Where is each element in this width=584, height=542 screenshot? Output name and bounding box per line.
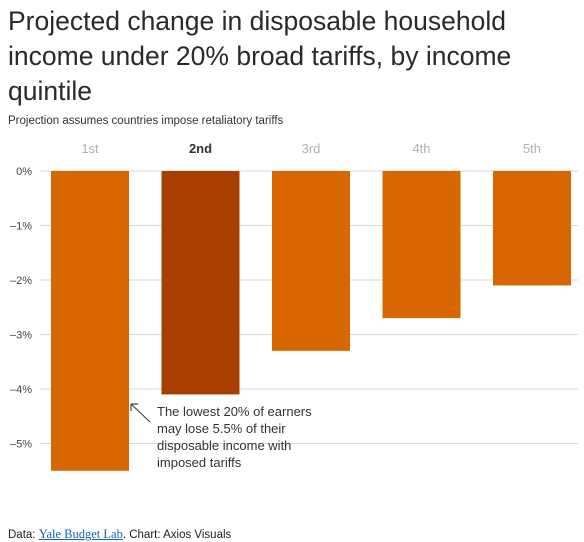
bar-chart: 0% –1% –2% –3% –4% –5% 1st 2nd 3rd 4th 5th The lo… bbox=[10, 141, 578, 471]
footer-suffix: . Chart: Axios Visuals bbox=[122, 529, 232, 541]
y-tick-label: –3% bbox=[10, 330, 32, 342]
chart-subtitle: Projection assumes countries impose reta… bbox=[8, 115, 284, 127]
chart-footer: Data: Yale Budget Lab. Chart: Axios Visu… bbox=[8, 527, 231, 542]
bar-4th bbox=[382, 171, 461, 319]
annotation-text-line: may lose 5.5% of their bbox=[157, 421, 286, 436]
bar-3rd bbox=[272, 171, 350, 351]
annotation-arrowhead bbox=[130, 403, 138, 411]
bar-1st bbox=[51, 171, 129, 471]
category-label: 4th bbox=[412, 141, 430, 156]
y-tick-label: –5% bbox=[10, 439, 32, 451]
bar-5th bbox=[493, 171, 571, 286]
y-axis-ticks: 0% –1% –2% –3% –4% –5% bbox=[10, 166, 32, 451]
category-labels: 1st 2nd 3rd 4th 5th bbox=[81, 141, 541, 156]
source-link[interactable]: Yale Budget Lab bbox=[38, 527, 123, 541]
category-label: 2nd bbox=[189, 141, 212, 156]
y-tick-label: 0% bbox=[16, 166, 32, 178]
category-label: 3rd bbox=[302, 141, 321, 156]
bar-2nd bbox=[161, 171, 240, 395]
y-tick-label: –2% bbox=[10, 275, 32, 287]
y-tick-label: –1% bbox=[10, 221, 32, 233]
category-label: 5th bbox=[523, 141, 541, 156]
footer-prefix: Data: bbox=[8, 529, 39, 541]
y-tick-label: –4% bbox=[10, 384, 32, 396]
annotation: The lowest 20% of earners may lose 5.5% o… bbox=[130, 403, 312, 470]
category-label: 1st bbox=[81, 141, 99, 156]
annotation-text-line: imposed tariffs bbox=[157, 455, 242, 470]
annotation-text-line: The lowest 20% of earners bbox=[157, 404, 312, 419]
chart-title: Projected change in disposable household… bbox=[8, 6, 512, 106]
bars bbox=[51, 171, 571, 471]
annotation-text-line: disposable income with bbox=[157, 438, 291, 453]
annotation-arrow-line bbox=[130, 403, 151, 423]
